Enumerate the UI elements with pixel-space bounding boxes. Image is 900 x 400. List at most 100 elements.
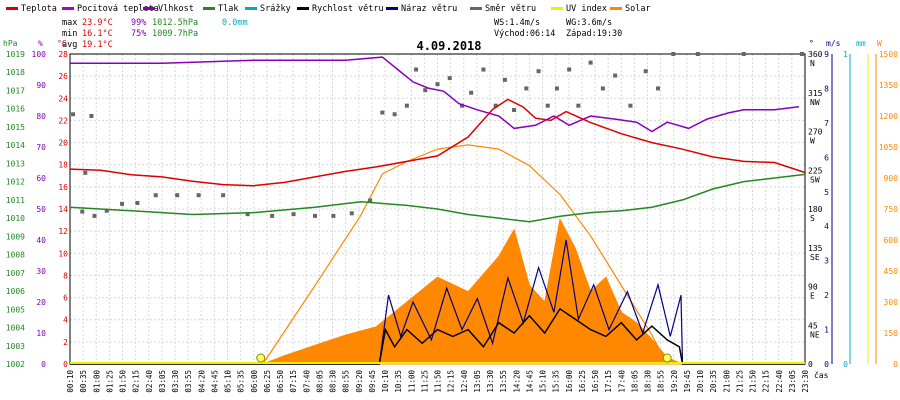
wind-direction-point [567, 67, 572, 72]
wind-direction-point [221, 193, 226, 198]
tick-hpa: 1004 [6, 324, 25, 333]
x-tick: 18:05 [630, 370, 639, 393]
tick-ms: 3 [824, 257, 829, 266]
x-tick: 20:10 [696, 370, 705, 393]
x-tick: 07:40 [302, 370, 311, 393]
tick-mm: 0 [843, 360, 848, 369]
x-tick: 17:15 [604, 370, 613, 393]
legend-item: Tlak [203, 4, 238, 14]
stats-min-hum: 75% [131, 29, 146, 39]
tick-hpa: 1014 [6, 141, 25, 150]
wind-direction-point [460, 103, 464, 108]
tick-hpa: 1011 [6, 196, 25, 205]
tick-dir: 180 [808, 205, 823, 214]
tick-dir: 45 [808, 321, 818, 330]
legend-item: Teplota [6, 4, 57, 14]
x-tick: 13:05 [473, 370, 482, 393]
wind-direction-point [368, 198, 373, 203]
legend-swatch [6, 7, 18, 10]
stats-min-temp: 16.1°C [82, 29, 113, 39]
legend-label: Teplota [21, 4, 57, 14]
tick-dir: 360 [808, 50, 823, 59]
legend-label: Solar [625, 4, 651, 14]
wind-direction-point [71, 112, 76, 117]
x-tick: 08:55 [342, 370, 351, 393]
legend-swatch [297, 7, 309, 10]
stats-max-hum: 99% [131, 18, 146, 28]
wind-direction-point [331, 213, 336, 218]
tick-w: 600 [884, 236, 899, 245]
x-tick: 16:50 [591, 370, 600, 393]
tick-hpa: 1015 [6, 123, 25, 132]
stats-avg-temp: 19.1°C [82, 40, 113, 50]
tick-degc: 28 [58, 50, 68, 59]
legend-swatch [203, 7, 215, 10]
tick-hpa: 1010 [6, 214, 25, 223]
wind-direction-point [656, 86, 660, 91]
tick-pct: 70 [36, 143, 46, 152]
tick-dir-label: S [810, 214, 815, 223]
tick-degc: 14 [58, 205, 68, 214]
tick-w: 450 [884, 267, 899, 276]
wind-direction-point [404, 103, 409, 108]
wind-direction-point [481, 67, 486, 72]
x-tick: 08:05 [315, 370, 324, 393]
tick-dir: 0 [808, 360, 813, 369]
tick-dir-label: SW [810, 175, 820, 184]
stats-max-press: 1012.5hPa [152, 18, 198, 28]
tick-w: 1500 [879, 50, 898, 59]
wind-direction-point [502, 77, 507, 82]
tick-degc: 26 [58, 72, 68, 81]
stats-avg-label: avg [62, 40, 77, 50]
x-tick: 00:35 [79, 370, 88, 393]
wind-direction-point [175, 193, 180, 198]
tick-degc: 2 [63, 338, 68, 347]
tick-degc: 24 [58, 94, 68, 103]
tick-pct: 100 [32, 50, 47, 59]
x-tick: 12:15 [447, 370, 456, 393]
wind-direction-point [313, 213, 317, 218]
wind-direction-point [643, 69, 648, 74]
tick-dir: 225 [808, 166, 823, 175]
axis-unit-degc: °C [57, 39, 67, 48]
wind-direction-point [83, 170, 88, 175]
plot-area [69, 52, 806, 365]
x-tick: 13:30 [486, 370, 495, 393]
x-tick: 03:30 [171, 370, 180, 393]
legend-item: Rychlost větru [297, 4, 384, 14]
x-tick: 15:10 [539, 370, 548, 393]
tick-degc: 20 [58, 139, 68, 148]
tick-dir-label: SE [810, 253, 820, 262]
wind-direction-point [469, 90, 474, 95]
wind-direction-point [380, 110, 385, 115]
stats-min-press: 1009.7hPa [152, 29, 198, 39]
tick-pct: 40 [36, 236, 46, 245]
chart-title: 4.09.2018 [416, 39, 481, 53]
x-tick: 19:20 [670, 370, 679, 393]
tick-w: 0 [893, 360, 898, 369]
wind-speed-avg: WS:1.4m/s [494, 18, 540, 28]
legend: Teplota Pocitová teplota Vlhkost Tlak Srážky… [6, 4, 651, 14]
legend-label: Pocitová teplota [77, 4, 159, 14]
wind-direction-point [628, 103, 633, 108]
tick-hpa: 1009 [6, 232, 25, 241]
tick-dir-label: N [810, 59, 815, 68]
legend-item: UV index [551, 4, 607, 14]
x-tick: 13:55 [499, 370, 508, 393]
tick-w: 1350 [879, 81, 898, 90]
tick-pct: 20 [36, 298, 46, 307]
legend-label: Tlak [218, 4, 238, 14]
wind-direction-point [392, 112, 397, 117]
x-tick: 18:55 [657, 370, 666, 393]
axis-unit-ms: m/s [826, 39, 841, 48]
tick-w: 750 [884, 205, 899, 214]
x-tick: 19:45 [683, 370, 692, 393]
x-tick: 00:10 [66, 370, 75, 393]
legend-item: Vlhkost [143, 4, 194, 14]
wind-info: WS:1.4m/s WG:3.6m/s Východ:06:14 Západ:1… [494, 18, 622, 39]
legend-item: Solar [610, 4, 651, 14]
x-tick: 12:40 [460, 370, 469, 393]
tick-hpa: 1012 [6, 178, 25, 187]
x-tick: 10:10 [381, 370, 390, 393]
tick-ms: 8 [824, 84, 829, 93]
